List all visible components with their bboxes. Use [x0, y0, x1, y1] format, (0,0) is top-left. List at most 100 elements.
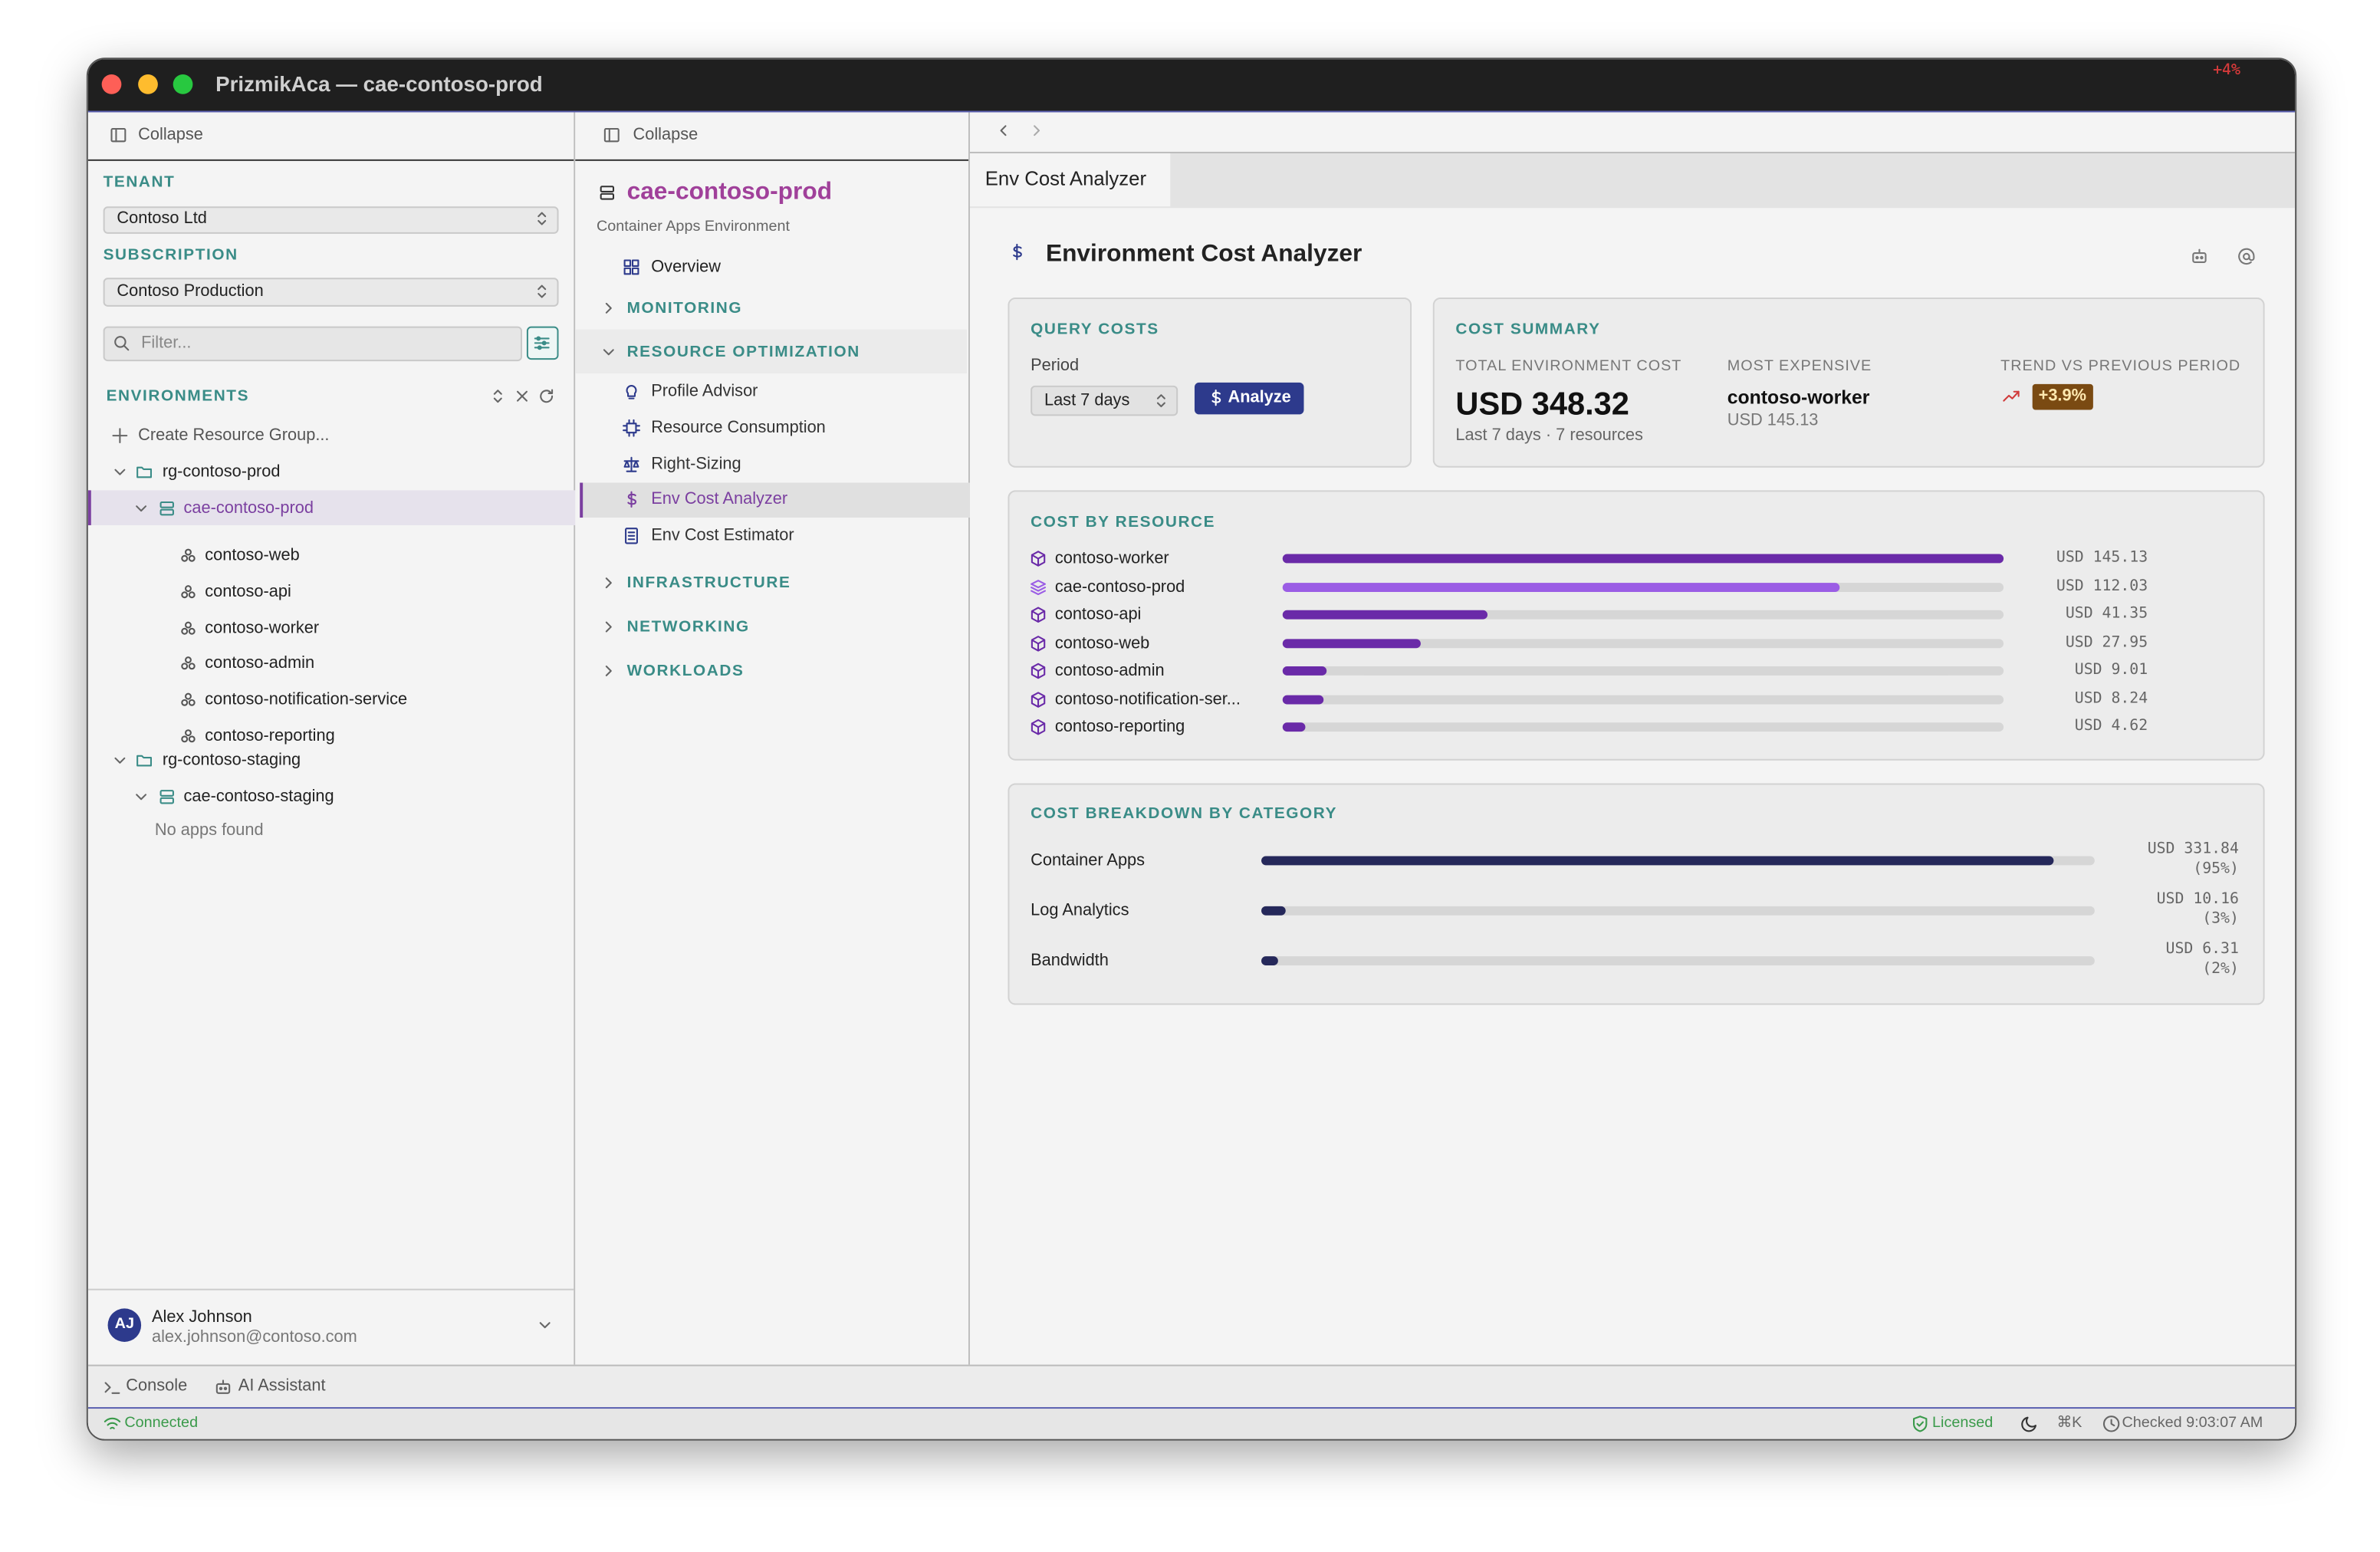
resource-change: +4% [2213, 62, 2240, 79]
bar-track [1282, 638, 2004, 648]
nav-section[interactable]: MONITORING [626, 298, 743, 317]
close-button[interactable] [101, 74, 122, 94]
nav-item[interactable]: Right-Sizing [651, 455, 741, 473]
nav-section[interactable]: RESOURCE OPTIMIZATION [626, 343, 860, 362]
subscription-select[interactable] [103, 278, 559, 307]
nav-item[interactable]: Overview [651, 258, 722, 277]
assistant-button[interactable]: AI Assistant [238, 1376, 326, 1396]
icon-shape [540, 389, 554, 403]
filter-input[interactable] [103, 326, 522, 362]
chevron [600, 662, 618, 680]
selected-nav-item [580, 482, 970, 518]
tree-resource-group[interactable]: rg-contoso-prod [162, 462, 281, 482]
icon-shape [1000, 125, 1007, 136]
tab-bar [969, 151, 2296, 209]
tree-resource-group[interactable]: rg-contoso-staging [162, 751, 301, 770]
minimize-button[interactable] [138, 74, 158, 94]
chevron [111, 751, 130, 770]
period-select[interactable] [1031, 385, 1178, 416]
resource-icon [1029, 662, 1047, 680]
user-menu-button[interactable] [536, 1316, 554, 1334]
category-cost: USD 6.31 [2165, 941, 2239, 958]
icon-shape [493, 397, 502, 403]
icon-shape [1156, 394, 1165, 400]
create-resource-group[interactable]: Create Resource Group... [138, 426, 330, 446]
icon-shape [181, 554, 189, 562]
icon-shape [136, 794, 147, 801]
collapse-all-button[interactable] [513, 387, 531, 406]
tree-app[interactable]: contoso-admin [205, 654, 315, 673]
icon-shape [631, 267, 639, 275]
cost-bar [1282, 722, 1306, 732]
mention-button[interactable] [2237, 248, 2256, 266]
resource-change: +4% [2213, 62, 2240, 79]
collapse-button[interactable]: Collapse [633, 126, 699, 145]
icon-shape [1031, 718, 1046, 735]
nav-section[interactable]: WORKLOADS [626, 662, 745, 680]
icon-shape [181, 735, 189, 743]
tree-environment[interactable]: cae-contoso-prod [183, 499, 314, 518]
icon-shape [136, 466, 153, 478]
expand-all-button[interactable] [488, 387, 507, 406]
icon-shape [2102, 1416, 2120, 1432]
icon-shape [2003, 390, 2020, 402]
icon-shape [1031, 551, 1046, 567]
subscription-value: Contoso Production [117, 282, 264, 301]
tenant-select[interactable] [103, 206, 559, 234]
page-heading: Environment Cost Analyzer [1045, 241, 1363, 268]
icon-shape [136, 755, 153, 767]
chevron [132, 788, 150, 806]
category-bar [1261, 856, 2053, 866]
app-icon [179, 619, 198, 637]
assistant-button[interactable] [2191, 248, 2209, 266]
window-title: PrizmikAca — cae-contoso-prod [215, 71, 543, 96]
icon-shape [188, 663, 196, 671]
icon-shape [104, 1417, 121, 1429]
zoom-button[interactable] [173, 74, 193, 94]
resource-cost: USD 4.62 [2074, 718, 2148, 735]
tab[interactable] [969, 153, 1171, 207]
icon-shape [605, 577, 612, 589]
nav-item[interactable]: Resource Consumption [651, 418, 826, 437]
tree-app[interactable]: contoso-worker [205, 618, 320, 637]
icon-shape [215, 1379, 231, 1394]
nav-item[interactable]: Profile Advisor [651, 382, 758, 401]
back-button[interactable] [994, 121, 1013, 140]
icon-shape [2003, 390, 2020, 402]
tree-environment[interactable]: cae-contoso-staging [183, 788, 334, 807]
icon-shape [537, 284, 547, 291]
nav-item[interactable]: Env Cost Analyzer [651, 491, 788, 509]
icon-shape [2192, 252, 2207, 264]
tree-app[interactable]: contoso-reporting [205, 727, 335, 745]
icon-shape [188, 627, 196, 634]
forward-button[interactable] [1027, 121, 1046, 140]
bar-track [1282, 694, 2004, 704]
bar-track [1282, 666, 2004, 676]
nav-section[interactable]: NETWORKING [626, 617, 750, 636]
total-note: Last 7 days · 7 resources [1455, 426, 1643, 446]
icon-shape [188, 554, 196, 562]
theme-button[interactable] [2020, 1415, 2036, 1432]
tree-app[interactable]: contoso-notification-service [205, 691, 408, 709]
resource-name: contoso-notification-ser... [1054, 689, 1241, 709]
analyze-button[interactable] [1194, 382, 1304, 415]
icon-shape [136, 755, 153, 767]
shortcut-hint[interactable]: ⌘K [2056, 1414, 2082, 1432]
refresh-button[interactable] [537, 387, 556, 406]
collapse-button[interactable]: Collapse [138, 126, 203, 145]
console-button[interactable]: Console [126, 1376, 188, 1396]
chevron [600, 618, 618, 636]
icon-shape [136, 505, 147, 512]
nav-section[interactable]: INFRASTRUCTURE [626, 574, 791, 593]
icon-shape [185, 584, 192, 592]
icon-shape [1912, 1416, 1928, 1432]
tree-app[interactable]: contoso-web [205, 546, 300, 565]
trend-badge: +3.9% [2032, 383, 2092, 410]
tree-app[interactable]: contoso-api [205, 582, 291, 601]
environments-label: ENVIRONMENTS [106, 386, 250, 406]
folder-icon [135, 751, 153, 770]
nav-item[interactable]: Env Cost Estimator [651, 527, 794, 546]
icon-shape [104, 1382, 111, 1393]
icon-shape [627, 531, 636, 541]
icon-shape [2021, 1416, 2036, 1432]
